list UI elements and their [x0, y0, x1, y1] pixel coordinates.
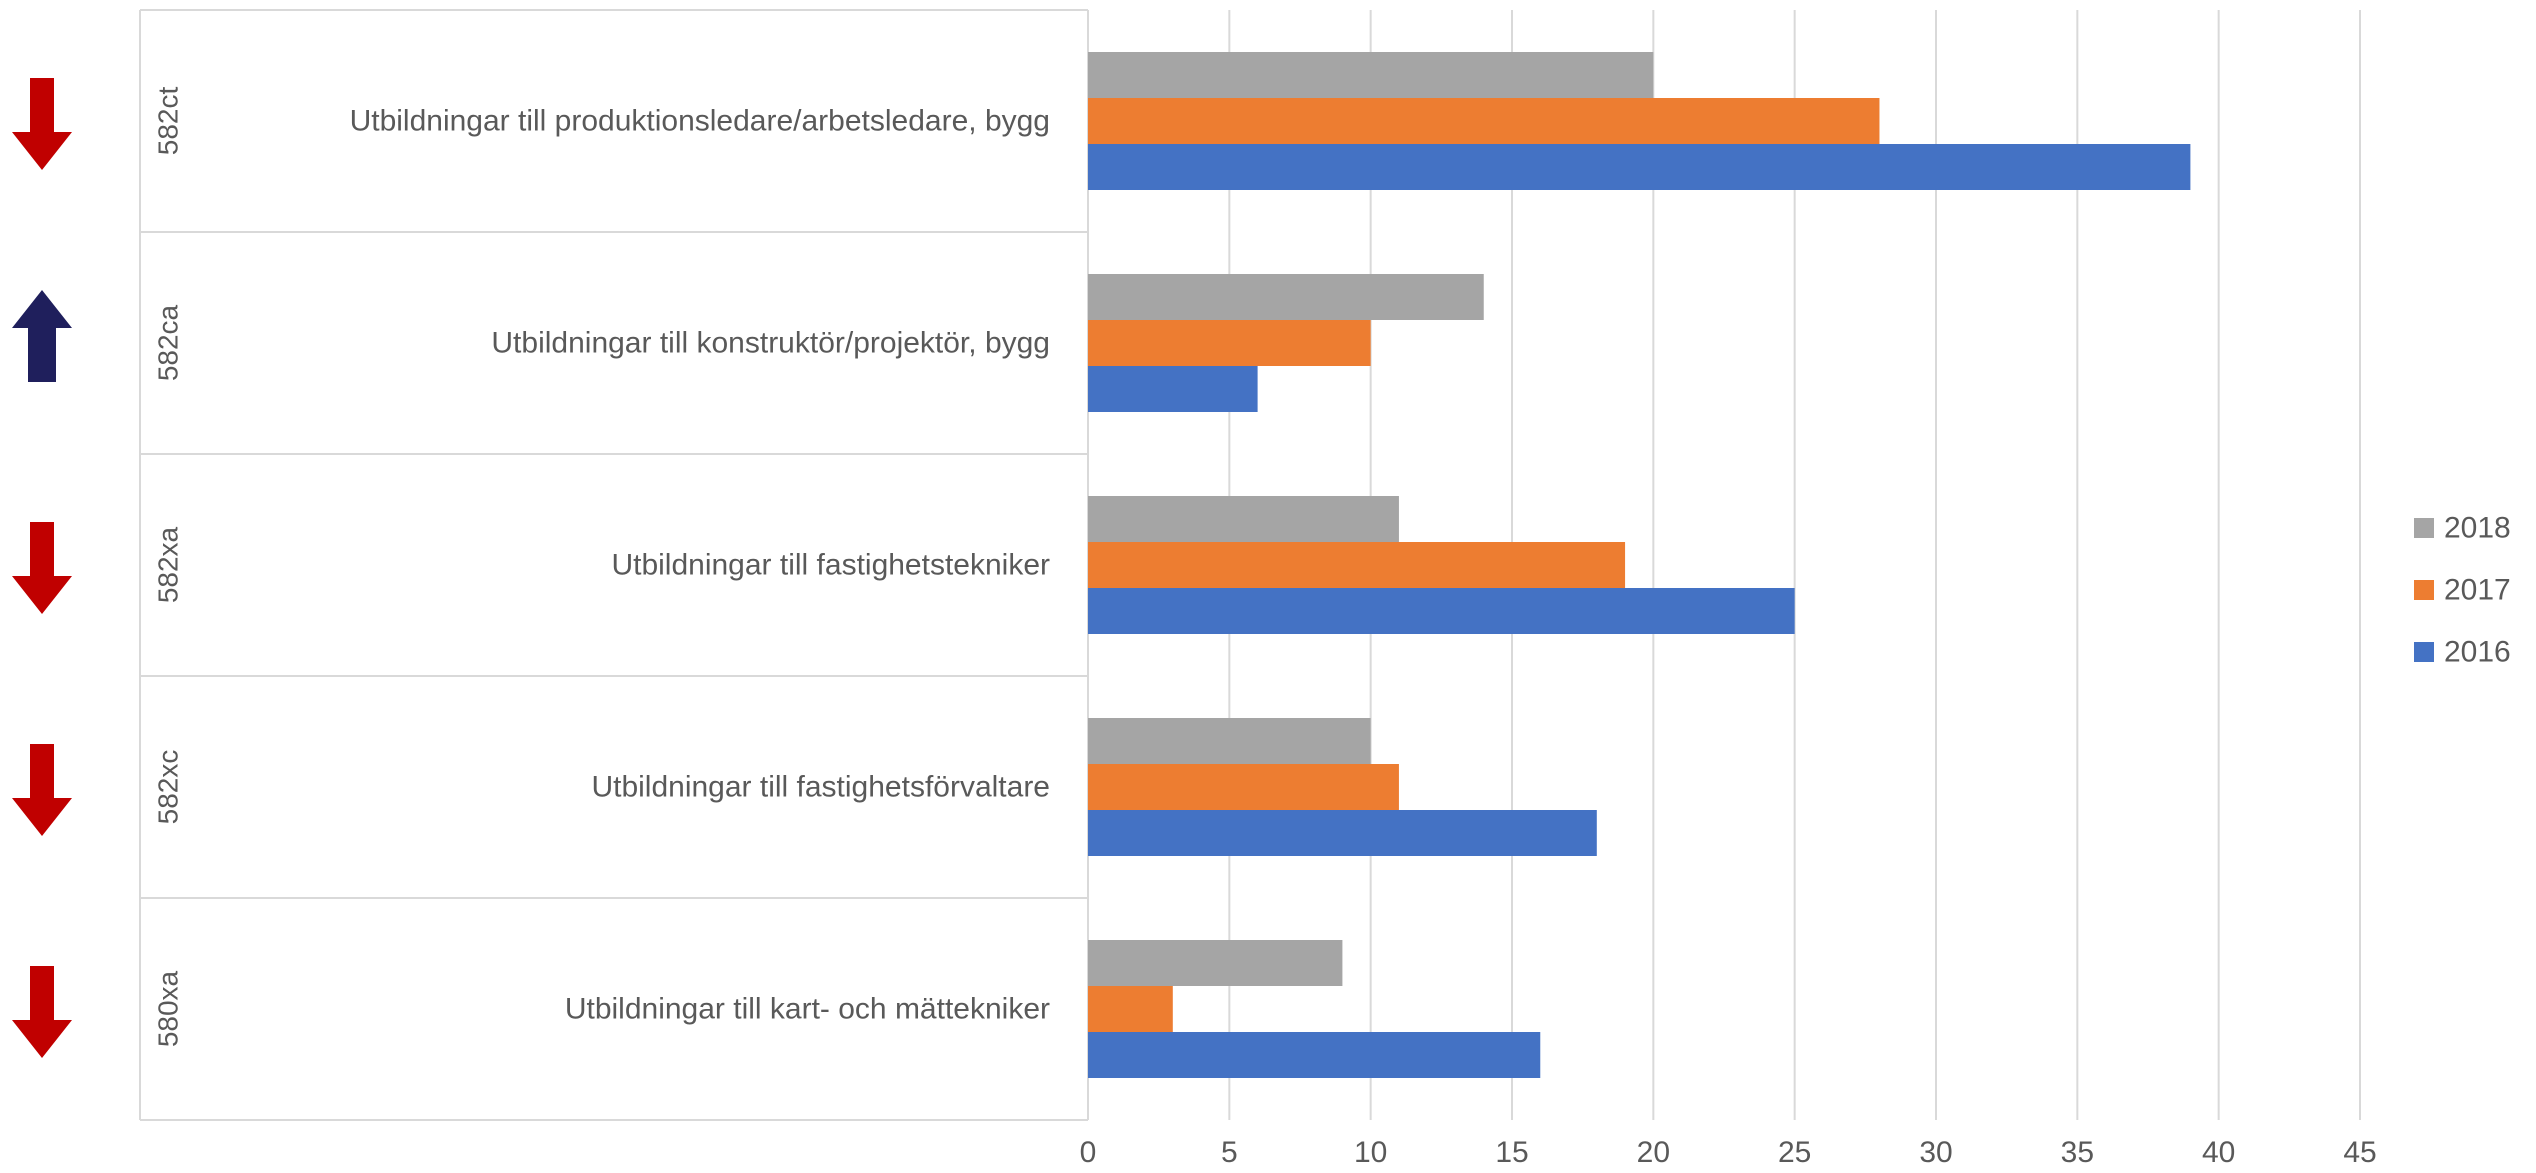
- category-table: 582ct Utbildningar till produktionsledare…: [12, 9, 1089, 1121]
- legend-label: 2017: [2444, 574, 2511, 607]
- x-tick-label: 20: [1637, 1136, 1670, 1169]
- bar-2018: [1088, 940, 1343, 986]
- arrow-down-icon: [12, 744, 72, 836]
- bar-2017: [1088, 986, 1173, 1032]
- x-tick-label: 15: [1495, 1136, 1528, 1169]
- x-tick-label: 40: [2202, 1136, 2235, 1169]
- category-code: 582ca: [153, 304, 184, 381]
- legend-swatch-2016: [2414, 642, 2434, 662]
- x-tick-label: 35: [2061, 1136, 2094, 1169]
- gridlines: [1228, 10, 2361, 1120]
- category-label: Utbildningar till produktionsledare/arbe…: [350, 105, 1050, 138]
- bar-2017: [1088, 764, 1399, 810]
- bar-2017: [1088, 98, 1880, 144]
- arrow-down-icon: [12, 78, 72, 170]
- x-tick-label: 0: [1080, 1136, 1097, 1169]
- bar-2016: [1088, 810, 1597, 856]
- category-label: Utbildningar till konstruktör/projektör,…: [491, 327, 1050, 360]
- category-label: Utbildningar till fastighetstekniker: [611, 549, 1050, 582]
- x-tick-label: 25: [1778, 1136, 1811, 1169]
- x-tick-label: 10: [1354, 1136, 1387, 1169]
- arrow-down-icon: [12, 966, 72, 1058]
- bar-2018: [1088, 274, 1484, 320]
- x-axis-ticks: 0 5 10 15 20 25 30 35 40 45: [1080, 1136, 2377, 1169]
- bar-2016: [1088, 1032, 1541, 1078]
- bar-2018: [1088, 496, 1399, 542]
- bar-2017: [1088, 542, 1626, 588]
- bar-2016: [1088, 366, 1258, 412]
- legend-label: 2016: [2444, 636, 2511, 669]
- bars: [1088, 52, 2191, 1078]
- bar-2018: [1088, 718, 1371, 764]
- arrow-up-icon: [12, 290, 72, 382]
- category-code: 580xa: [153, 970, 184, 1047]
- category-label: Utbildningar till fastighetsförvaltare: [591, 771, 1050, 804]
- legend-swatch-2018: [2414, 518, 2434, 538]
- x-tick-label: 5: [1221, 1136, 1238, 1169]
- x-tick-label: 30: [1919, 1136, 1952, 1169]
- category-label: Utbildningar till kart- och mättekniker: [565, 993, 1050, 1026]
- x-tick-label: 45: [2343, 1136, 2376, 1169]
- bar-2016: [1088, 588, 1795, 634]
- bar-2017: [1088, 320, 1371, 366]
- arrow-down-icon: [12, 522, 72, 614]
- legend-label: 2018: [2444, 512, 2511, 545]
- legend-swatch-2017: [2414, 580, 2434, 600]
- category-code: 582xc: [153, 750, 184, 825]
- bar-2018: [1088, 52, 1654, 98]
- legend: 2018 2017 2016: [2414, 512, 2511, 669]
- bar-2016: [1088, 144, 2191, 190]
- category-code: 582xa: [153, 526, 184, 603]
- category-code: 582ct: [153, 87, 184, 156]
